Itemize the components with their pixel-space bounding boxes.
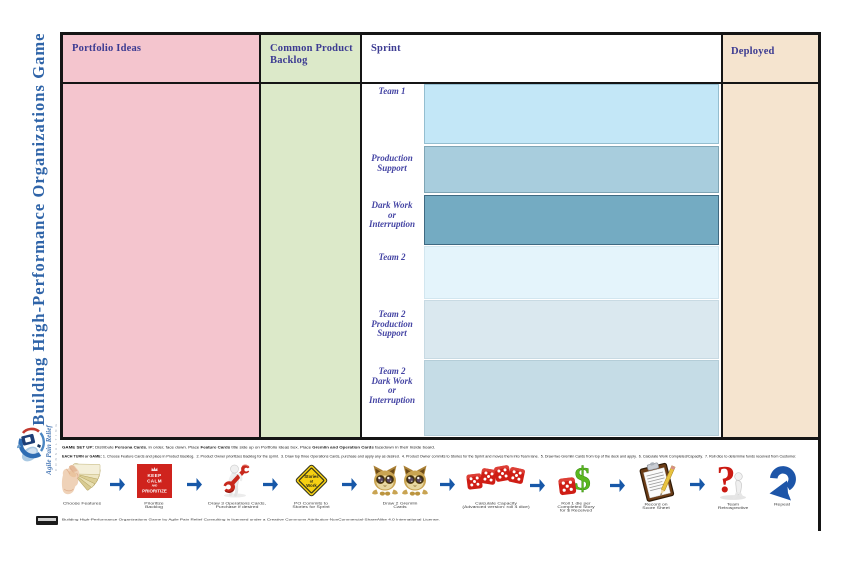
svg-text:CALM: CALM	[147, 479, 162, 484]
svg-text:?: ?	[717, 463, 736, 501]
svg-text:Work: Work	[306, 483, 317, 488]
svg-text:at: at	[310, 479, 314, 483]
svg-text:Stories: Stories	[304, 474, 319, 479]
svg-text:$: $	[574, 462, 591, 498]
svg-text:KEEP: KEEP	[147, 473, 161, 478]
svg-text:AND: AND	[152, 484, 158, 488]
svg-text:PRIORITIZE: PRIORITIZE	[142, 489, 167, 494]
